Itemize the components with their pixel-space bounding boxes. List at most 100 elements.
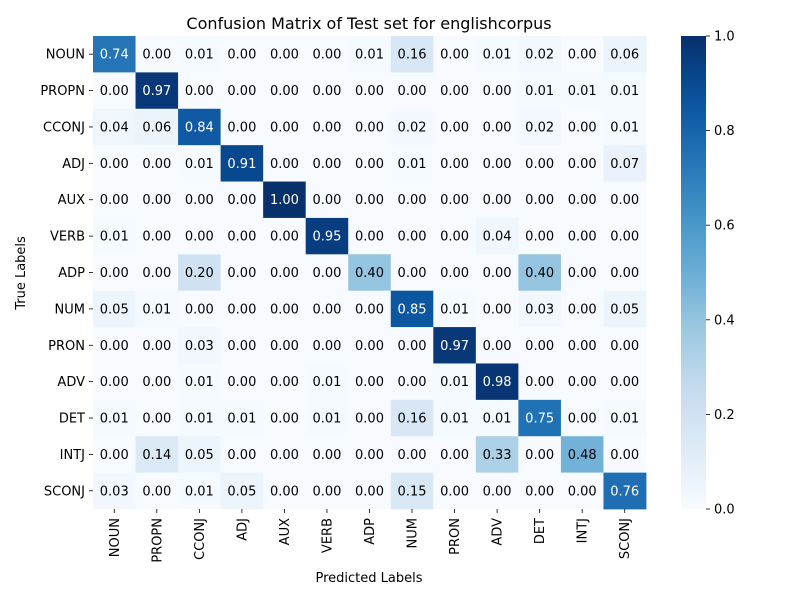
cell-value-label: 0.00	[142, 230, 171, 245]
cell-value-label: 0.00	[355, 302, 384, 317]
heatmap-cell	[348, 108, 392, 146]
cell-value-label: 0.00	[525, 448, 554, 463]
cell-value-label: 0.00	[568, 230, 597, 245]
heatmap-cell	[220, 36, 264, 73]
heatmap-cell	[348, 363, 392, 401]
cell-value-label: 0.00	[100, 193, 129, 208]
y-axis: NOUN PROPN CCONJ ADJ AUX VERB ADP NUM PRON ADV DET…	[40, 48, 93, 499]
heatmap-cell	[475, 327, 519, 364]
heatmap-cell	[93, 363, 136, 401]
heatmap-cell	[390, 217, 434, 255]
cell-value-label: 0.01	[312, 412, 341, 427]
cell-value-label: 0.00	[568, 484, 597, 499]
heatmap-cell	[390, 363, 434, 401]
cell-value-label: 0.75	[525, 412, 554, 427]
heatmap-cell	[305, 436, 349, 474]
x-tick-label: PRON	[448, 518, 463, 555]
cell-value-label: 0.85	[398, 302, 427, 317]
cell-value-label: 0.00	[440, 193, 469, 208]
cell-value-label: 0.00	[355, 412, 384, 427]
cell-value-label: 0.06	[610, 48, 639, 63]
heatmap-cell	[603, 254, 647, 292]
y-tick-label: ADV	[57, 375, 85, 390]
cell-value-label: 0.00	[568, 302, 597, 317]
heatmap-cell	[518, 472, 562, 510]
heatmap-cell	[475, 472, 519, 510]
heatmap-cell	[603, 327, 647, 364]
cell-value-label: 0.01	[610, 84, 639, 99]
cell-value-label: 0.00	[440, 48, 469, 63]
heatmap-cell	[178, 72, 222, 110]
heatmap-cell	[220, 436, 264, 474]
cell-value-label: 0.00	[440, 84, 469, 99]
cell-value-label: 0.00	[398, 448, 427, 463]
cell-value-label: 0.00	[568, 157, 597, 172]
heatmap-cell	[220, 327, 264, 364]
cell-value-label: 0.03	[185, 339, 214, 354]
heatmap-cell	[560, 399, 604, 437]
heatmap-cell	[263, 145, 307, 182]
cell-value-label: 0.00	[398, 375, 427, 390]
y-tick-label: INTJ	[60, 448, 85, 463]
cell-value-label: 0.01	[100, 412, 129, 427]
cell-value-label: 0.01	[227, 412, 256, 427]
heatmap-cell	[560, 108, 604, 146]
heatmap-cell	[135, 363, 179, 401]
heatmap-cell	[93, 36, 136, 73]
cell-value-label: 0.00	[483, 157, 512, 172]
heatmap-cell	[305, 217, 349, 255]
cell-value-label: 0.00	[568, 339, 597, 354]
cell-value-label: 0.00	[355, 339, 384, 354]
heatmap-cell	[518, 181, 562, 219]
heatmap-cell	[263, 399, 307, 437]
cell-value-label: 0.00	[398, 230, 427, 245]
cell-value-label: 0.00	[525, 484, 554, 499]
x-tick-label: SCONJ	[618, 518, 633, 559]
heatmap-cell	[560, 254, 604, 292]
cell-value-label: 0.00	[227, 448, 256, 463]
heatmap-cell	[433, 72, 477, 110]
cell-value-label: 0.01	[185, 157, 214, 172]
y-tick-label: DET	[59, 412, 85, 427]
cell-value-label: 0.00	[227, 339, 256, 354]
cell-value-label: 0.00	[185, 193, 214, 208]
heatmap-cell	[178, 217, 222, 255]
cell-value-label: 0.00	[270, 302, 299, 317]
cell-value-label: 0.01	[312, 375, 341, 390]
cell-value-label: 0.00	[483, 266, 512, 281]
cell-value-label: 0.00	[610, 375, 639, 390]
heatmap-cell	[220, 217, 264, 255]
cell-value-label: 0.00	[398, 193, 427, 208]
heatmap-cell	[603, 181, 647, 219]
cell-value-label: 0.00	[610, 230, 639, 245]
cell-value-label: 0.01	[568, 84, 597, 99]
heatmap-cell	[518, 254, 562, 292]
cell-value-label: 0.01	[610, 120, 639, 135]
cell-value-label: 0.00	[568, 193, 597, 208]
cell-value-label: 0.00	[440, 266, 469, 281]
cell-value-label: 0.00	[142, 412, 171, 427]
cell-value-label: 0.00	[142, 375, 171, 390]
heatmap-cell	[220, 472, 264, 510]
cell-value-label: 0.03	[525, 302, 554, 317]
heatmap-cell	[135, 290, 179, 328]
heatmap-cell	[390, 290, 434, 328]
heatmap-cell	[433, 108, 477, 146]
y-tick-label: AUX	[58, 193, 85, 208]
cell-value-label: 0.97	[440, 339, 469, 354]
heatmap-cell	[348, 399, 392, 437]
heatmap-cell	[178, 436, 222, 474]
heatmap-cell	[433, 290, 477, 328]
cell-value-label: 0.00	[100, 375, 129, 390]
heatmap-cell	[475, 72, 519, 110]
cell-value-label: 0.00	[440, 120, 469, 135]
cell-value-label: 0.00	[227, 48, 256, 63]
colorbar: 0.0 0.2 0.4 0.6 0.8 1.0	[681, 30, 735, 518]
heatmap-cell	[475, 436, 519, 474]
heatmap-cell	[390, 108, 434, 146]
cell-value-label: 0.00	[270, 157, 299, 172]
heatmap-cell	[220, 145, 264, 182]
heatmap-cell	[263, 72, 307, 110]
cell-value-label: 0.91	[227, 157, 256, 172]
